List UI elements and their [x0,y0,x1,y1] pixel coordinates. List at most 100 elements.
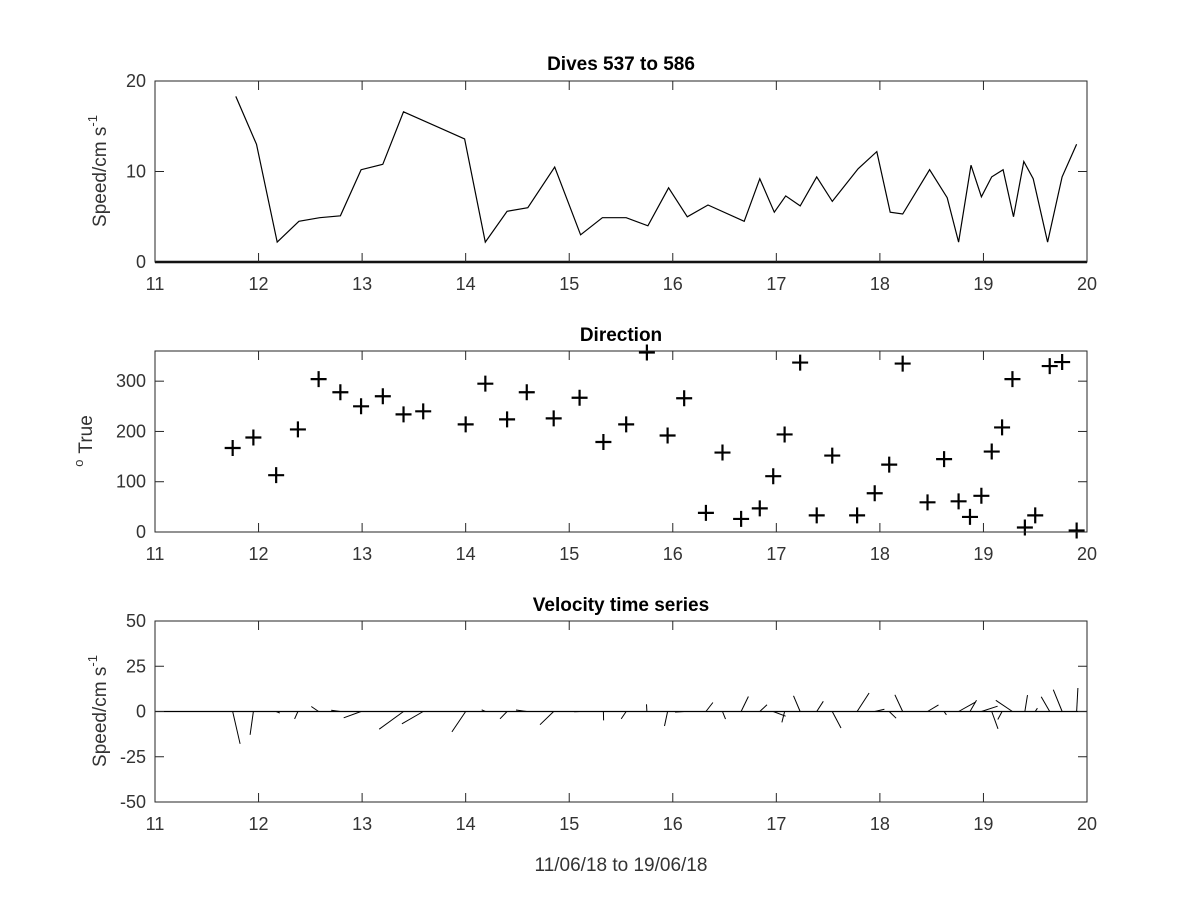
velocity-stick [1034,707,1038,712]
velocity-stick [927,704,939,712]
speed-x-tick-label: 17 [766,274,786,294]
direction-y-tick-label: 300 [116,371,146,391]
direction-x-tick-label: 19 [973,544,993,564]
direction-x-tick-label: 16 [663,544,683,564]
velocity-stick [1052,689,1063,712]
velocity-x-tick-label: 15 [559,814,579,834]
direction-point [1027,507,1044,524]
direction-point [697,504,714,521]
direction-point [595,434,612,451]
direction-point [994,419,1011,436]
velocity-stick [981,705,998,712]
direction-point [894,355,911,372]
velocity-x-tick-label: 19 [973,814,993,834]
velocity-panel: Velocity time series Speed/cm s-1 11 12 13… [85,595,1097,876]
velocity-stick [781,711,786,723]
direction-point [415,403,432,420]
direction-x-tick-label: 15 [559,544,579,564]
velocity-stick [343,711,362,719]
velocity-stick [856,692,870,712]
velocity-stick [515,709,527,712]
direction-point [1041,358,1058,375]
velocity-stick [894,694,904,712]
direction-y-label-text: True [76,415,97,453]
direction-x-tick-label: 18 [870,544,890,564]
velocity-stick [311,706,319,712]
velocity-stick [969,699,977,712]
velocity-stick [294,711,299,720]
velocity-stick [991,711,999,729]
direction-point [457,416,474,433]
speed-y-label-sup: -1 [85,115,100,127]
direction-point [776,426,793,443]
speed-y-tick-label: 10 [126,162,146,182]
svg-text:Speed/cm s-1: Speed/cm s-1 [85,115,111,227]
svg-text:oTrue: o True [71,415,97,467]
velocity-stick [740,696,749,712]
direction-point [950,493,967,510]
direction-point [751,500,768,517]
direction-y-label: o True [71,415,97,467]
direction-point [374,388,391,405]
velocity-x-tick-label: 20 [1077,814,1097,834]
speed-x-tick-label: 16 [663,274,683,294]
direction-point [919,494,936,511]
speed-y-label-text: Speed/cm s [90,127,111,227]
direction-point [310,371,327,388]
direction-point [224,440,241,457]
velocity-stick [995,699,1013,712]
speed-panel-title: Dives 537 to 586 [547,54,695,75]
direction-x-tick-label: 20 [1077,544,1097,564]
velocity-stick [997,711,1003,720]
direction-point [973,487,990,504]
direction-point [245,429,262,446]
direction-x-tick-label: 17 [766,544,786,564]
velocity-stick [232,711,241,744]
direction-point [268,467,285,484]
speed-y-label: Speed/cm s-1 [85,115,111,227]
velocity-y-tick-label: 50 [126,611,146,631]
velocity-x-tick-label: 17 [766,814,786,834]
direction-point [499,411,516,428]
speed-panel: Dives 537 to 586 Speed/cm s-1 11 12 13 14 15… [85,54,1097,294]
direction-y-tick-label: 100 [116,472,146,492]
speed-x-tick-label: 20 [1077,274,1097,294]
velocity-stick [451,711,467,733]
direction-point [733,510,750,527]
speed-x-tick-label: 12 [249,274,269,294]
speed-x-tick-label: 14 [456,274,476,294]
direction-x-tick-label: 13 [352,544,372,564]
direction-point [353,398,370,415]
direction-y-tick-label: 200 [116,421,146,441]
velocity-stick [275,711,281,714]
velocity-stick [331,709,341,712]
velocity-panel-title: Velocity time series [533,595,709,616]
velocity-stick [249,711,254,735]
svg-text:Speed/cm s-1: Speed/cm s-1 [85,655,111,767]
velocity-axes-box [154,620,1088,803]
speed-y-tick-label: 20 [126,71,146,91]
direction-panel-title: Direction [580,325,662,346]
velocity-stick [943,711,947,716]
direction-point [289,421,306,438]
velocity-x-tick-label: 11 [146,814,165,834]
velocity-x-tick-label: 14 [456,814,476,834]
velocity-stick [1024,695,1028,712]
velocity-y-label-sup: -1 [85,655,100,667]
velocity-stick [958,701,976,712]
direction-point [1054,354,1071,371]
direction-point [1004,371,1021,388]
direction-point [849,507,866,524]
velocity-stick [793,695,801,712]
velocity-stick [705,702,714,712]
direction-point [983,443,1000,460]
velocity-stick [1076,687,1079,712]
direction-point [332,384,349,401]
velocity-x-tick-label: 18 [870,814,890,834]
velocity-stick [620,711,627,720]
speed-x-tick-label: 18 [870,274,890,294]
speed-series-line [235,96,1078,244]
direction-point [808,507,825,524]
direction-point [638,344,655,361]
